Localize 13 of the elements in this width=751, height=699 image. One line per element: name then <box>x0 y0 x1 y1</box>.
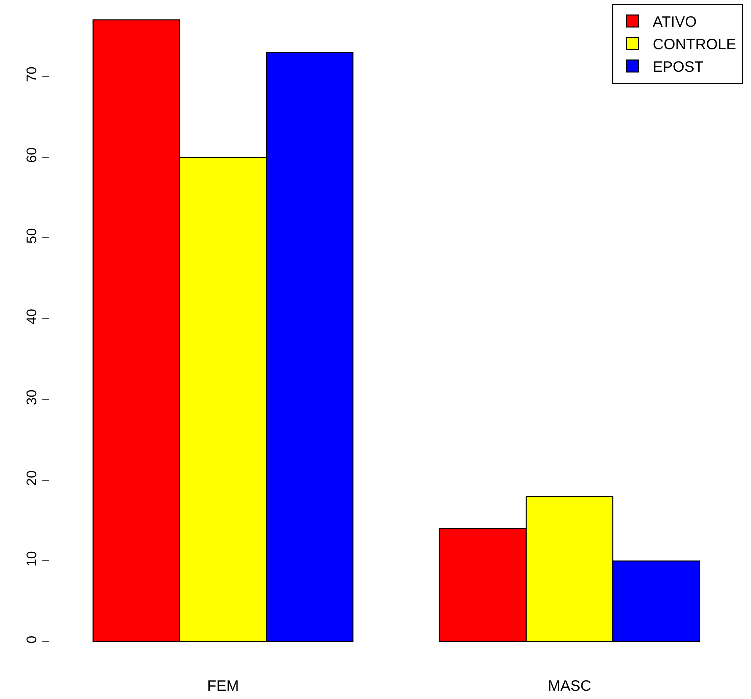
y-tick-label: 40 <box>23 308 40 325</box>
y-tick-label: 20 <box>23 470 40 486</box>
y-tick-label: 0 <box>23 636 40 644</box>
y-tick-label: 70 <box>23 66 40 82</box>
x-tick-label: FEM <box>207 678 240 695</box>
x-tick-label: MASC <box>548 678 592 695</box>
legend-label: CONTROLE <box>653 36 736 54</box>
y-tick-label: 10 <box>23 551 40 567</box>
legend-label: EPOST <box>653 59 704 76</box>
y-tick-label: 50 <box>23 228 40 244</box>
y-tick-label: 60 <box>23 147 40 164</box>
legend-label: ATIVO <box>653 14 697 32</box>
y-tick-label: 30 <box>23 390 40 406</box>
